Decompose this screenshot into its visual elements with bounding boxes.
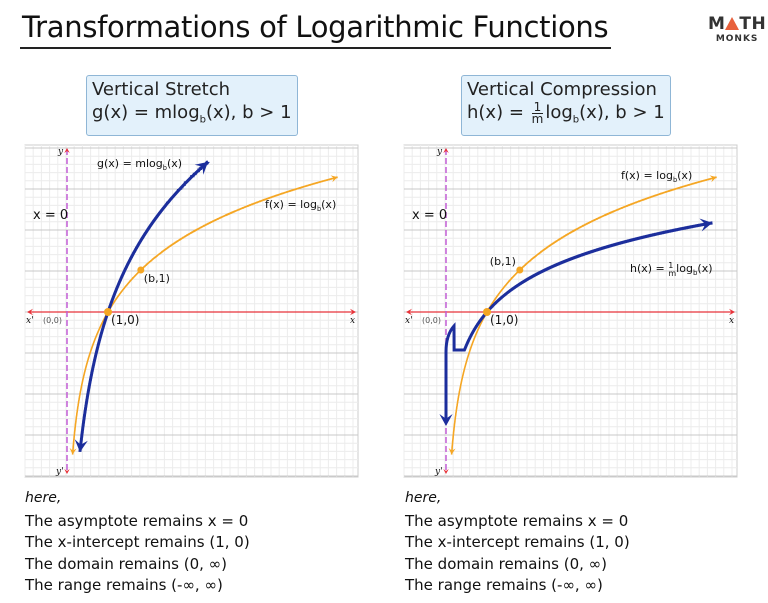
transformed-curve-label: h(x) = 1 mlogb(x) <box>630 261 713 278</box>
compression-formula: h(x) = 1 m logb(x), b > 1 <box>467 99 665 126</box>
point-b-1-label: (b,1) <box>144 272 170 285</box>
note-line: The domain remains (0, ∞) <box>25 554 228 573</box>
parent-curve <box>71 176 338 455</box>
notes-here: here, <box>25 490 62 506</box>
stretch-notes: here, The asymptote remains x = 0 The x-… <box>25 488 250 597</box>
transformed-curve <box>444 221 713 420</box>
compression-heading: Vertical Compression <box>467 79 657 100</box>
logo-triangle-icon <box>725 17 740 30</box>
parent-curve <box>450 176 717 455</box>
note-line: The asymptote remains x = 0 <box>25 511 249 530</box>
note-line: The x-intercept remains (1, 0) <box>405 533 630 552</box>
parent-curve-label: f(x) = logb(x) <box>265 198 336 213</box>
x-neg-axis-label: x' <box>26 316 34 326</box>
asymptote-label: x = 0 <box>33 208 68 223</box>
x-neg-axis-label: x' <box>405 316 413 326</box>
y-axis-arrow-icon <box>443 148 449 153</box>
notes-here: here, <box>405 490 442 506</box>
x-axis-label: x <box>729 316 734 326</box>
transformed-curve-arrow-icon <box>74 439 88 452</box>
title-underline <box>20 47 611 49</box>
logo: M TH MONKS <box>708 14 767 44</box>
x-axis-label: x <box>350 316 355 326</box>
note-line: The range remains (-∞, ∞) <box>25 576 223 595</box>
origin-label: (0,0) <box>43 316 62 325</box>
x-axis-arrow-icon <box>729 308 735 316</box>
transformed-curve <box>78 160 210 452</box>
point-1-0-label: (1,0) <box>111 313 139 327</box>
note-line: The range remains (-∞, ∞) <box>405 576 603 595</box>
stretch-heading: Vertical Stretch <box>92 79 231 100</box>
transformed-curve-label: g(x) = mlogb(x) <box>97 157 182 172</box>
x-axis-arrow-icon <box>350 308 356 316</box>
transformed-curve-arrow-icon <box>699 218 713 232</box>
note-line: The x-intercept remains (1, 0) <box>25 533 250 552</box>
point-1-0 <box>104 308 112 316</box>
point-1-0 <box>483 308 491 316</box>
y-axis-arrow-icon <box>64 148 70 153</box>
point-b-1 <box>137 266 145 274</box>
y-neg-axis-label: y' <box>55 467 64 477</box>
x-axis-arrow-icon <box>406 308 412 316</box>
y-axis-label: y <box>57 147 64 157</box>
parent-curve-arrow-icon <box>330 175 338 183</box>
transformed-curve-arrow-icon <box>194 161 209 175</box>
stretch-formula: g(x) = mlogb(x), b > 1 <box>92 102 292 126</box>
stretch-heading-box: Vertical Stretch g(x) = mlogb(x), b > 1 <box>86 75 298 136</box>
note-line: The asymptote remains x = 0 <box>405 511 629 530</box>
parent-curve-label: f(x) = logb(x) <box>621 169 692 184</box>
asymptote-label: x = 0 <box>412 208 447 223</box>
note-line: The domain remains (0, ∞) <box>405 554 608 573</box>
y-neg-axis-label: y' <box>434 467 443 477</box>
compression-notes: here, The asymptote remains x = 0 The x-… <box>405 488 630 597</box>
page-title: Transformations of Logarithmic Functions <box>22 10 609 44</box>
origin-label: (0,0) <box>422 316 441 325</box>
y-axis-arrow-icon <box>64 469 70 474</box>
point-b-1-label: (b,1) <box>490 255 516 268</box>
point-1-0-label: (1,0) <box>490 313 518 327</box>
parent-curve-arrow-icon <box>69 447 77 455</box>
transformed-curve-arrow-icon <box>439 414 453 426</box>
parent-curve-arrow-icon <box>709 175 717 183</box>
parent-curve-arrow-icon <box>448 447 456 455</box>
y-axis-label: y <box>436 147 443 157</box>
graph-frame <box>24 144 359 478</box>
point-b-1 <box>516 266 524 274</box>
x-axis-arrow-icon <box>27 308 33 316</box>
y-axis-arrow-icon <box>443 469 449 474</box>
compression-heading-box: Vertical Compression h(x) = 1 m logb(x), b… <box>461 75 671 136</box>
